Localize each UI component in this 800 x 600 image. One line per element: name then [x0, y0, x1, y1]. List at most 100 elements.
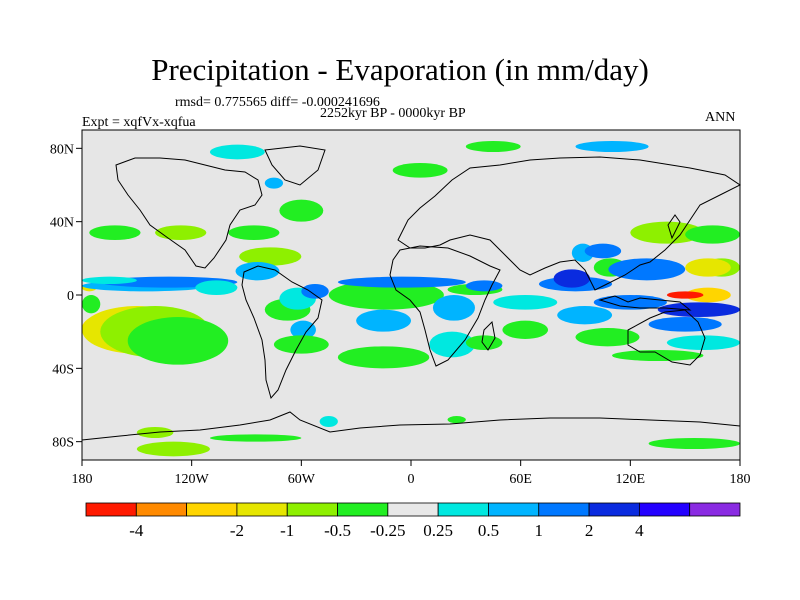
colorbar-box-1	[135, 502, 188, 517]
colorbar-label-2: -1	[280, 521, 294, 540]
colorbar-labels: -4 -2 -1 -0.5 -0.25 0.25 0.5 1 2 4	[129, 521, 644, 540]
anomaly-field-15	[235, 262, 280, 281]
x-tick-label-5: 120E	[616, 472, 646, 487]
anomaly-field-46	[666, 291, 704, 299]
colorbar-box-7	[437, 502, 489, 517]
x-tick-label-6: 180	[730, 472, 751, 487]
anomaly-field-64	[648, 438, 740, 449]
colorbar-box-5	[337, 502, 389, 517]
y-tick-label-4: 80S	[52, 436, 74, 451]
anomaly-field-55	[465, 141, 521, 152]
anomaly-field-54	[392, 163, 448, 178]
coastline-north-america	[115, 157, 263, 269]
colorbar	[85, 502, 741, 517]
anomaly-field-30	[465, 280, 503, 292]
anomaly-field-24	[328, 280, 444, 310]
rmsd-diff-stats: rmsd= 0.775565 diff= -0.000241696	[175, 95, 380, 110]
time-period-label: 2252kyr BP - 0000kyr BP	[320, 106, 466, 121]
experiment-label: Expt = xqfVx-xqfua	[82, 115, 196, 130]
anomaly-field-20	[290, 320, 316, 340]
anomaly-field-28	[432, 295, 475, 321]
anomaly-field-63	[447, 416, 466, 424]
colorbar-label-1: -2	[230, 521, 244, 540]
coastline-south-america	[241, 265, 323, 400]
colorbar-box-2	[186, 502, 238, 517]
anomaly-field-33	[502, 320, 549, 340]
y-tick-label-3: 40S	[52, 362, 74, 377]
x-tick-label-2: 60W	[288, 472, 316, 487]
colorbar-label-4: -0.25	[370, 521, 405, 540]
y-tick-label-0: 80N	[50, 142, 74, 157]
anomaly-field-27	[429, 331, 475, 358]
anomaly-field-22	[337, 346, 430, 369]
anomaly-field-37	[584, 243, 622, 259]
coastline-japan	[667, 214, 681, 240]
anomaly-field-1	[82, 295, 101, 314]
colorbar-box-0	[85, 502, 137, 517]
chart-title: Precipitation - Evaporation (in mm/day)	[151, 52, 649, 87]
coastline-indonesia	[598, 295, 692, 311]
colorbar-label-0: -4	[129, 521, 144, 540]
anomaly-field-6	[127, 317, 229, 365]
anomaly-field-19	[301, 284, 329, 299]
colorbar-label-9: 4	[635, 521, 644, 540]
anomaly-field-35	[553, 269, 591, 288]
anomaly-field-50	[557, 306, 613, 325]
anomaly-field-11	[155, 225, 207, 241]
anomaly-field-32	[493, 295, 558, 310]
x-tick-label-0: 180	[72, 472, 93, 487]
anomaly-field-9	[82, 276, 137, 285]
y-tick-label-2: 0	[67, 289, 74, 304]
colorbar-label-3: -0.5	[324, 521, 351, 540]
coastline-antarctica	[81, 411, 741, 441]
anomaly-field-10	[89, 225, 141, 241]
anomaly-field-53	[612, 350, 704, 361]
anomaly-field-21	[273, 335, 329, 354]
anomaly-fields	[82, 141, 740, 457]
colorbar-box-11	[638, 502, 691, 517]
coastlines	[81, 145, 741, 441]
coastline-africa	[389, 245, 501, 367]
colorbar-box-6	[387, 502, 439, 517]
colorbar-label-8: 2	[585, 521, 594, 540]
colorbar-box-10	[588, 502, 640, 517]
anomaly-field-44	[685, 258, 731, 277]
anomaly-field-14	[239, 247, 302, 266]
y-tick-label-1: 40N	[50, 216, 74, 231]
x-tick-label-3: 0	[408, 472, 415, 487]
colorbar-label-7: 1	[535, 521, 544, 540]
anomaly-field-45	[685, 287, 731, 303]
anomaly-field-25	[337, 276, 466, 288]
colorbar-label-5: 0.25	[423, 521, 453, 540]
season-label: ANN	[705, 110, 736, 125]
anomaly-field-60	[319, 416, 338, 427]
anomaly-field-61	[136, 441, 210, 457]
x-axis-ticks: 180 120W 60W 0 60E 120E 180	[72, 460, 751, 487]
coastline-greenland	[264, 145, 326, 186]
anomaly-field-16	[195, 280, 238, 295]
anomaly-field-42	[685, 225, 740, 244]
coastline-eurasia	[397, 156, 741, 291]
colorbar-box-4	[286, 502, 338, 517]
anomaly-field-40	[608, 258, 686, 281]
coastline-australia	[627, 309, 706, 366]
y-axis-ticks: 80N 40N 0 40S 80S	[50, 142, 82, 451]
x-tick-label-4: 60E	[509, 472, 532, 487]
anomaly-field-58	[264, 177, 284, 189]
anomaly-field-48	[657, 302, 740, 317]
anomaly-field-62	[209, 434, 302, 442]
coastline-madagascar	[481, 320, 496, 351]
colorbar-box-8	[488, 502, 540, 517]
anomaly-field-31	[465, 335, 503, 350]
anomaly-field-26	[356, 309, 412, 332]
anomaly-field-51	[575, 328, 640, 347]
colorbar-box-9	[538, 502, 590, 517]
x-tick-label-1: 120W	[175, 472, 210, 487]
colorbar-label-6: 0.5	[478, 521, 499, 540]
anomaly-field-57	[209, 144, 265, 160]
anomaly-field-49	[648, 317, 722, 332]
colorbar-box-12	[689, 502, 741, 517]
anomaly-field-56	[575, 141, 649, 152]
anomaly-field-12	[228, 225, 280, 241]
